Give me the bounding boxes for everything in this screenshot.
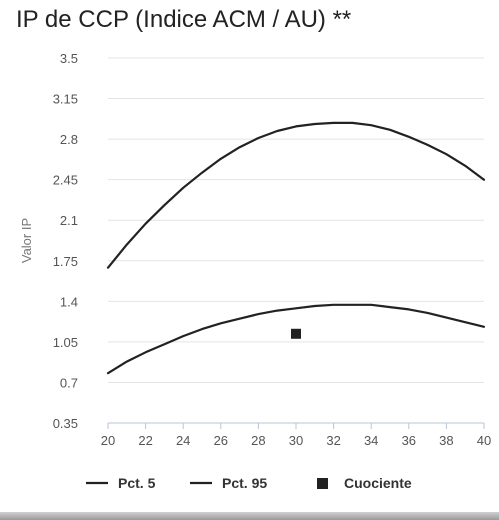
series-line-1: [106, 303, 486, 375]
x-tick-label: 36: [402, 433, 416, 448]
x-tick-label: 32: [326, 433, 340, 448]
y-tick-label: 0.35: [53, 416, 78, 431]
series-line-2: [106, 121, 486, 269]
legend-label: Pct. 95: [222, 475, 267, 491]
chart-title: IP de CCP (Indice ACM / AU) **: [16, 6, 352, 33]
y-axis-label: Valor IP: [19, 218, 34, 263]
x-tick-label: 28: [251, 433, 265, 448]
y-tick-label: 2.45: [53, 173, 78, 188]
x-tick-label: 24: [176, 433, 190, 448]
y-tick-label: 0.7: [60, 375, 78, 390]
x-tick-label: 40: [477, 433, 491, 448]
scatter-point: [291, 328, 301, 339]
x-tick-label: 22: [138, 433, 152, 448]
x-tick-label: 26: [214, 433, 228, 448]
x-tick-label: 20: [101, 433, 115, 448]
legend-square-icon: [317, 478, 328, 489]
x-tick-label: 34: [364, 433, 378, 448]
y-tick-label: 1.75: [53, 254, 78, 269]
x-tick-label: 30: [289, 433, 303, 448]
card-shadow: [0, 512, 499, 520]
x-tick-label: 38: [439, 433, 453, 448]
legend-label: Pct. 5: [118, 475, 156, 491]
y-tick-label: 1.05: [53, 335, 78, 350]
y-tick-label: 2.1: [60, 213, 78, 228]
y-tick-label: 1.4: [60, 294, 78, 309]
legend-label: Cuociente: [344, 475, 412, 491]
y-tick-label: 3.5: [60, 51, 78, 66]
y-tick-label: 3.15: [53, 92, 78, 107]
y-tick-label: 2.8: [60, 132, 78, 147]
